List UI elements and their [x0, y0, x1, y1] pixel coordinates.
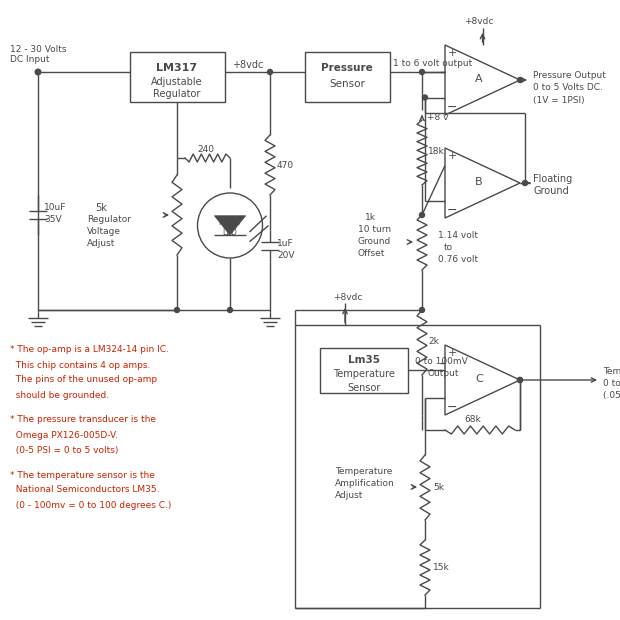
- Text: (0 - 100mv = 0 to 100 degrees C.): (0 - 100mv = 0 to 100 degrees C.): [10, 500, 171, 510]
- Text: +8vdc: +8vdc: [464, 17, 494, 27]
- Bar: [320, 348, 408, 393]
- Text: +8vdc: +8vdc: [232, 60, 264, 70]
- Text: 5k: 5k: [95, 203, 107, 213]
- Text: 0 to 5 Volts DC.: 0 to 5 Volts DC.: [603, 379, 620, 389]
- Text: Temperature Output: Temperature Output: [603, 368, 620, 376]
- Text: Temperature: Temperature: [335, 467, 392, 477]
- Text: 10uF: 10uF: [44, 203, 66, 211]
- Circle shape: [518, 378, 523, 383]
- Text: 0 to 5 Volts DC.: 0 to 5 Volts DC.: [533, 84, 603, 92]
- Text: 5k: 5k: [433, 482, 444, 492]
- Circle shape: [523, 180, 528, 185]
- Text: Voltage: Voltage: [87, 228, 121, 236]
- Text: Adjust: Adjust: [87, 239, 115, 249]
- Text: Regulator: Regulator: [153, 89, 201, 99]
- Text: 1k: 1k: [365, 213, 376, 223]
- Text: (.05V = 1 degree C): (.05V = 1 degree C): [603, 391, 620, 401]
- Circle shape: [35, 69, 41, 75]
- Text: LM317: LM317: [156, 63, 198, 73]
- Text: Sensor: Sensor: [347, 383, 381, 393]
- Text: 68k: 68k: [464, 415, 481, 425]
- Text: 12 - 30 Volts: 12 - 30 Volts: [10, 45, 66, 55]
- Text: +: +: [447, 48, 457, 58]
- Text: Amplification: Amplification: [335, 479, 395, 489]
- Circle shape: [228, 308, 232, 312]
- Text: Pressure Output: Pressure Output: [533, 71, 606, 81]
- Text: Temperature: Temperature: [333, 369, 395, 379]
- Text: (0-5 PSI = 0 to 5 volts): (0-5 PSI = 0 to 5 volts): [10, 446, 118, 454]
- Circle shape: [518, 78, 523, 82]
- Text: to: to: [444, 244, 453, 252]
- Text: Omega PX126-005D-V.: Omega PX126-005D-V.: [10, 430, 118, 440]
- Text: 470: 470: [277, 161, 294, 169]
- Text: (1V = 1PSI): (1V = 1PSI): [533, 95, 585, 105]
- Circle shape: [422, 95, 428, 100]
- Text: LED: LED: [223, 228, 237, 237]
- Text: * The op-amp is a LM324-14 pin IC.: * The op-amp is a LM324-14 pin IC.: [10, 345, 169, 355]
- Text: A: A: [475, 74, 482, 84]
- Text: should be grounded.: should be grounded.: [10, 391, 109, 399]
- Text: * The temperature sensor is the: * The temperature sensor is the: [10, 471, 155, 479]
- Text: 2k: 2k: [428, 337, 439, 347]
- Text: −: −: [447, 203, 458, 216]
- Text: 0.76 volt: 0.76 volt: [438, 255, 478, 265]
- Text: +: +: [447, 151, 457, 161]
- Text: National Semiconductors LM35.: National Semiconductors LM35.: [10, 485, 159, 495]
- Text: Adjust: Adjust: [335, 492, 363, 500]
- Text: C: C: [475, 374, 482, 384]
- Text: 18k: 18k: [428, 148, 445, 156]
- Circle shape: [420, 213, 425, 218]
- Text: Lm35: Lm35: [348, 355, 380, 365]
- Text: 1.14 volt: 1.14 volt: [438, 231, 478, 241]
- Text: Floating: Floating: [533, 174, 572, 184]
- Text: −: −: [447, 401, 458, 414]
- Text: Ground: Ground: [533, 186, 569, 196]
- Text: Adjustable: Adjustable: [151, 77, 203, 87]
- Bar: [130, 52, 225, 102]
- Text: Ground: Ground: [358, 237, 391, 247]
- Circle shape: [420, 69, 425, 74]
- Circle shape: [174, 308, 180, 312]
- Text: B: B: [475, 177, 482, 187]
- Text: 1uF: 1uF: [277, 239, 294, 249]
- Text: 15k: 15k: [433, 562, 450, 572]
- Text: 35V: 35V: [44, 216, 61, 224]
- Polygon shape: [215, 216, 246, 235]
- Text: −: −: [447, 100, 458, 113]
- Text: 10 turn: 10 turn: [358, 226, 391, 234]
- Circle shape: [267, 69, 273, 74]
- Text: 240: 240: [197, 144, 214, 154]
- Text: +8 v: +8 v: [427, 113, 448, 123]
- Text: Sensor: Sensor: [329, 79, 365, 89]
- Text: * The pressure transducer is the: * The pressure transducer is the: [10, 415, 156, 425]
- Text: Output: Output: [428, 370, 459, 378]
- Circle shape: [518, 378, 523, 383]
- Text: 1 to 6 volt output: 1 to 6 volt output: [393, 60, 472, 68]
- Text: Pressure: Pressure: [321, 63, 373, 73]
- Text: +: +: [447, 348, 457, 358]
- Text: Power: Power: [218, 218, 242, 227]
- Text: +8vdc: +8vdc: [333, 293, 362, 301]
- Text: This chip contains 4 op amps.: This chip contains 4 op amps.: [10, 360, 151, 370]
- Text: The pins of the unused op-amp: The pins of the unused op-amp: [10, 376, 157, 384]
- Text: Offset: Offset: [358, 249, 386, 259]
- Circle shape: [420, 308, 425, 312]
- Bar: [305, 52, 390, 102]
- Text: 20V: 20V: [277, 252, 294, 260]
- Text: 0 to 100mV: 0 to 100mV: [415, 358, 467, 366]
- Text: DC Input: DC Input: [10, 56, 50, 64]
- Text: Regulator: Regulator: [87, 216, 131, 224]
